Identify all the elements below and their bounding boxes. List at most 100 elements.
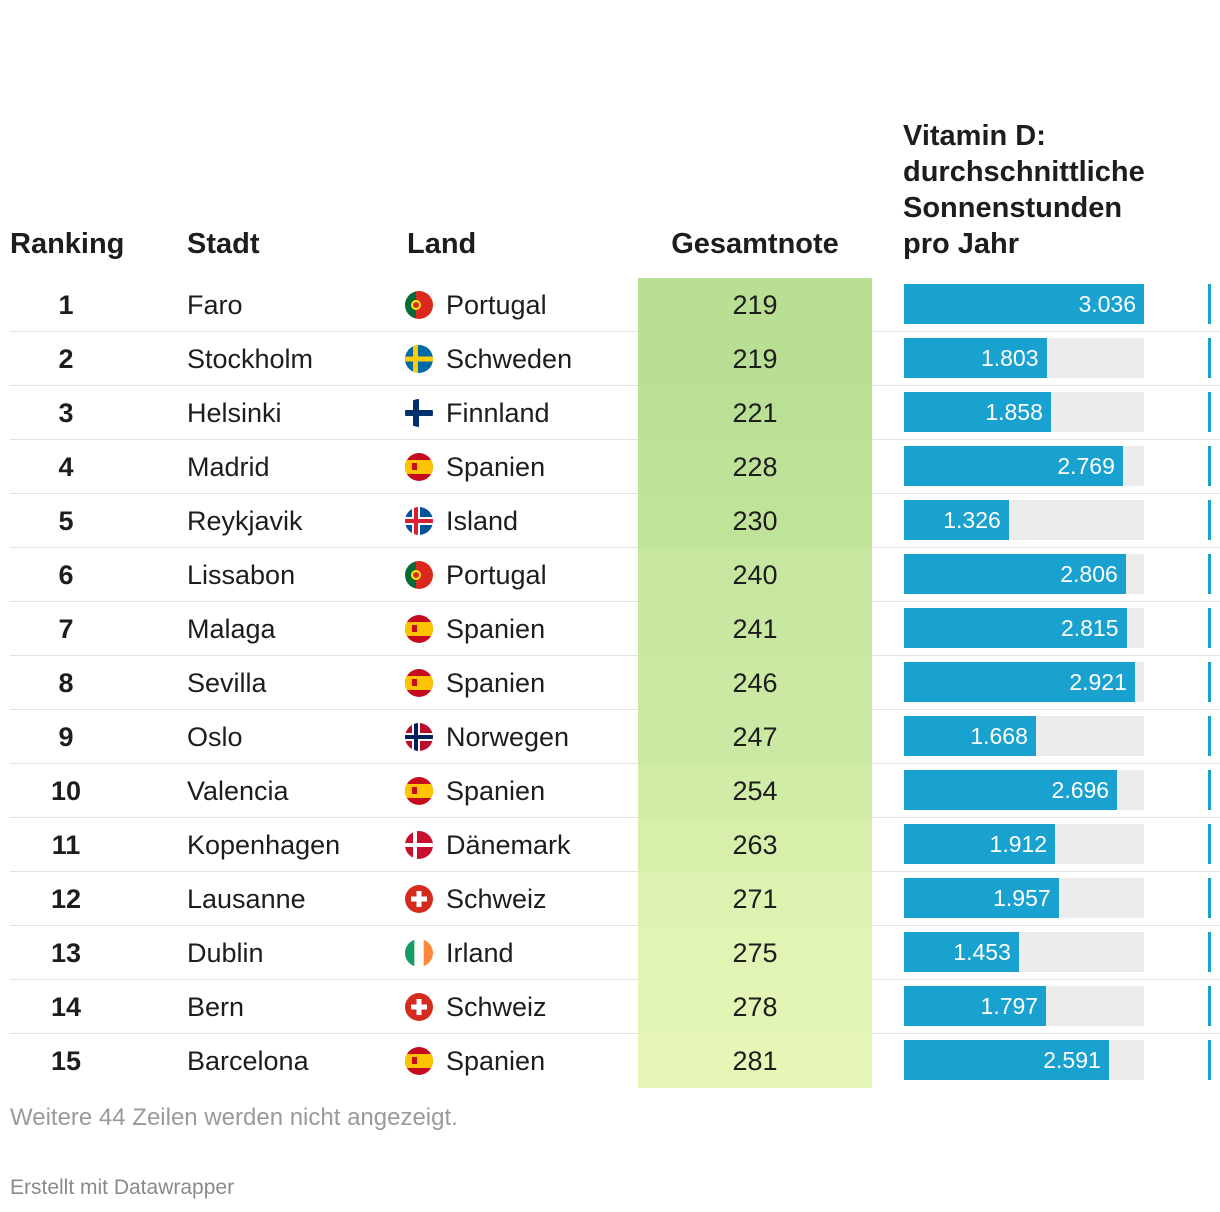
- portugal-flag-icon: [405, 561, 433, 589]
- gesamtnote-cell: 230: [638, 494, 872, 548]
- city-cell: Bern: [187, 992, 245, 1022]
- sunshine-bar-track: 2.696: [904, 770, 1144, 810]
- sunshine-bar: 2.815: [904, 608, 1127, 648]
- gesamtnote-cell: 241: [638, 602, 872, 656]
- next-column-bar-edge: [1208, 608, 1211, 648]
- header-vitamin-d[interactable]: Vitamin D: durchschnittliche Sonnenstund…: [903, 120, 1145, 260]
- country-cell: Spanien: [405, 764, 545, 818]
- country-cell: Norwegen: [405, 710, 569, 764]
- gesamtnote-cell: 219: [638, 332, 872, 386]
- table-row: 1 Faro Portugal 219 3.036: [10, 278, 1220, 332]
- country-cell: Portugal: [405, 548, 547, 602]
- next-column-bar-edge: [1208, 392, 1211, 432]
- sunshine-bar-track: 1.453: [904, 932, 1144, 972]
- gesamtnote-cell: 281: [638, 1034, 872, 1088]
- city-cell: Stockholm: [187, 344, 314, 374]
- sunshine-bar-track: 2.591: [904, 1040, 1144, 1080]
- city-cell: Dublin: [187, 938, 264, 968]
- gesamtnote-cell: 240: [638, 548, 872, 602]
- table-row: 11 Kopenhagen Dänemark 263 1.912: [10, 818, 1220, 872]
- denmark-flag-icon: [405, 831, 433, 859]
- more-rows-note: Weitere 44 Zeilen werden nicht angezeigt…: [10, 1104, 458, 1131]
- sunshine-bar: 2.769: [904, 446, 1123, 486]
- country-label: Portugal: [446, 290, 547, 320]
- sunshine-bar-label: 2.921: [1069, 669, 1127, 695]
- next-column-bar-edge: [1208, 500, 1211, 540]
- gesamtnote-cell: 247: [638, 710, 872, 764]
- gesamtnote-cell: 219: [638, 278, 872, 332]
- table-row: 12 Lausanne Schweiz 271 1.957: [10, 872, 1220, 926]
- norway-flag-icon: [405, 723, 433, 751]
- header-gesamtnote[interactable]: Gesamtnote: [671, 228, 839, 260]
- rank-cell: 10: [50, 776, 82, 806]
- table-row: 4 Madrid Spanien 228 2.769: [10, 440, 1220, 494]
- city-cell: Malaga: [187, 614, 276, 644]
- sunshine-bar-track: 3.036: [904, 284, 1144, 324]
- sunshine-bar-track: 1.957: [904, 878, 1144, 918]
- country-cell: Schweiz: [405, 872, 547, 926]
- datawrapper-credit[interactable]: Erstellt mit Datawrapper: [10, 1176, 235, 1199]
- sunshine-bar: 1.858: [904, 392, 1051, 432]
- gesamtnote-cell: 263: [638, 818, 872, 872]
- sunshine-bar: 1.326: [904, 500, 1009, 540]
- gesamtnote-cell: 271: [638, 872, 872, 926]
- country-label: Spanien: [446, 1046, 546, 1076]
- sunshine-bar: 2.921: [904, 662, 1135, 702]
- country-label: Dänemark: [446, 830, 571, 860]
- sunshine-bar-label: 1.797: [980, 993, 1039, 1019]
- next-column-bar-edge: [1208, 338, 1211, 378]
- spain-flag-icon: [405, 1047, 433, 1075]
- rank-cell: 3: [58, 398, 74, 428]
- city-cell: Barcelona: [187, 1046, 309, 1076]
- country-label: Schweiz: [446, 884, 547, 914]
- sunshine-bar: 1.803: [904, 338, 1047, 378]
- country-cell: Dänemark: [405, 818, 571, 872]
- next-column-bar-edge: [1208, 284, 1211, 324]
- next-column-bar-edge: [1208, 662, 1211, 702]
- country-label: Norwegen: [446, 722, 570, 752]
- next-column-bar-edge: [1208, 1040, 1211, 1080]
- country-cell: Schweden: [405, 332, 572, 386]
- header-land[interactable]: Land: [407, 228, 477, 260]
- sunshine-bar: 1.957: [904, 878, 1059, 918]
- rank-cell: 7: [58, 614, 74, 644]
- sunshine-bar: 3.036: [904, 284, 1144, 324]
- sunshine-bar-label: 2.591: [1043, 1047, 1101, 1073]
- city-cell: Faro: [187, 290, 243, 320]
- sunshine-bar-track: 1.326: [904, 500, 1144, 540]
- sunshine-bar-track: 2.815: [904, 608, 1144, 648]
- rank-cell: 12: [50, 884, 82, 914]
- sunshine-bar-label: 2.806: [1060, 561, 1118, 587]
- next-column-bar-edge: [1208, 986, 1211, 1026]
- table-row: 5 Reykjavik Island 230 1.326: [10, 494, 1220, 548]
- sunshine-bar-track: 1.797: [904, 986, 1144, 1026]
- portugal-flag-icon: [405, 291, 433, 319]
- ireland-flag-icon: [405, 939, 433, 967]
- rank-cell: 8: [58, 668, 74, 698]
- table-row: 8 Sevilla Spanien 246 2.921: [10, 656, 1220, 710]
- country-label: Irland: [446, 938, 514, 968]
- sunshine-bar: 2.806: [904, 554, 1126, 594]
- rank-cell: 15: [50, 1046, 82, 1076]
- sunshine-bar: 1.668: [904, 716, 1036, 756]
- sunshine-bar-label: 1.912: [989, 831, 1048, 857]
- city-cell: Lausanne: [187, 884, 306, 914]
- country-label: Spanien: [446, 452, 546, 482]
- city-cell: Valencia: [187, 776, 289, 806]
- rank-cell: 6: [58, 560, 74, 590]
- sunshine-bar: 1.453: [904, 932, 1019, 972]
- country-label: Portugal: [446, 560, 547, 590]
- country-cell: Spanien: [405, 440, 545, 494]
- table-row: 6 Lissabon Portugal 240 2.806: [10, 548, 1220, 602]
- gesamtnote-cell: 221: [638, 386, 872, 440]
- header-ranking[interactable]: Ranking: [10, 228, 125, 260]
- country-cell: Finnland: [405, 386, 550, 440]
- header-stadt[interactable]: Stadt: [187, 228, 260, 260]
- table-row: 3 Helsinki Finnland 221 1.858: [10, 386, 1220, 440]
- sunshine-bar-label: 1.453: [953, 939, 1011, 965]
- next-column-bar-edge: [1208, 878, 1211, 918]
- sunshine-bar-label: 1.957: [993, 885, 1051, 911]
- sunshine-bar-track: 1.912: [904, 824, 1144, 864]
- gesamtnote-cell: 246: [638, 656, 872, 710]
- city-cell: Helsinki: [187, 398, 282, 428]
